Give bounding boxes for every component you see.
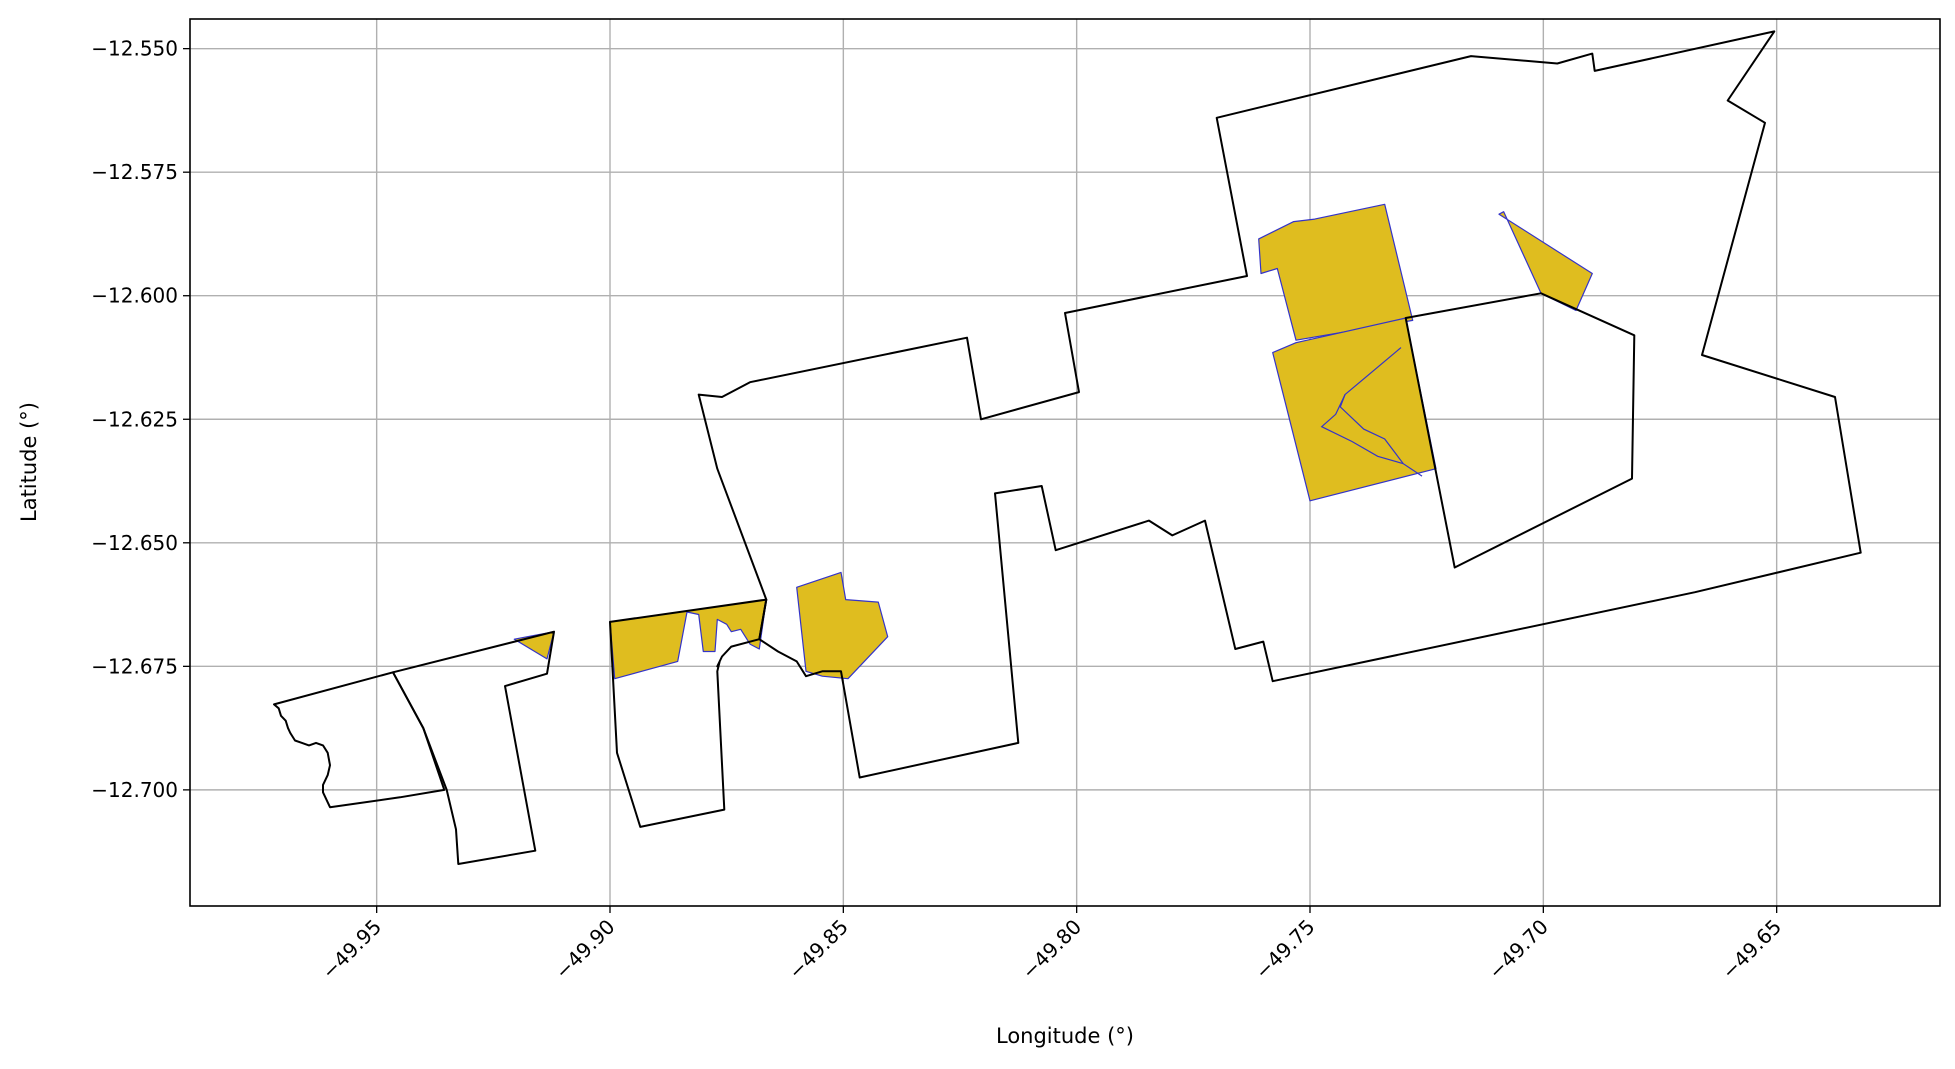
boundary-outlines xyxy=(273,30,1862,865)
y-axis-ticks: −12.550 −12.575 −12.600 −12.625 −12.650 −12.6… xyxy=(91,37,190,802)
outline-central xyxy=(697,30,1862,779)
y-tick-label: −12.675 xyxy=(91,654,178,678)
y-tick-label: −12.550 xyxy=(91,37,178,61)
highlight-west-parcel xyxy=(609,598,767,680)
x-tick-label: −49.65 xyxy=(1717,915,1786,984)
highlight-northeast-north xyxy=(1258,203,1414,341)
outline-west xyxy=(273,671,446,809)
x-tick-label: −49.80 xyxy=(1017,915,1086,984)
inner-boundary-line-2 xyxy=(1320,394,1404,465)
y-tick-label: −12.650 xyxy=(91,531,178,555)
x-tick-label: −49.70 xyxy=(1484,915,1553,984)
outline-narrow-strip xyxy=(392,630,555,865)
x-axis-ticks: −49.95 −49.90 −49.85 −49.80 −49.75 −49.70 −49.… xyxy=(317,906,1786,984)
x-tick-label: −49.90 xyxy=(550,915,619,984)
x-tick-label: −49.95 xyxy=(317,915,386,984)
y-tick-label: −12.575 xyxy=(91,160,178,184)
highlighted-areas xyxy=(513,203,1593,680)
x-tick-label: −49.85 xyxy=(784,915,853,984)
grid-lines xyxy=(190,19,1940,906)
plot-frame xyxy=(189,18,1941,907)
x-tick-label: −49.75 xyxy=(1250,915,1319,984)
y-axis-label: Latitude (°) xyxy=(17,402,41,522)
outline-east-inner xyxy=(1404,292,1636,569)
y-tick-label: −12.700 xyxy=(91,778,178,802)
inner-boundary-lines xyxy=(1320,347,1423,477)
y-tick-label: −12.600 xyxy=(91,284,178,308)
highlight-east-small xyxy=(1498,211,1593,312)
y-tick-label: −12.625 xyxy=(91,407,178,431)
highlight-central-south xyxy=(796,571,889,680)
x-axis-label: Longitude (°) xyxy=(996,1024,1134,1048)
